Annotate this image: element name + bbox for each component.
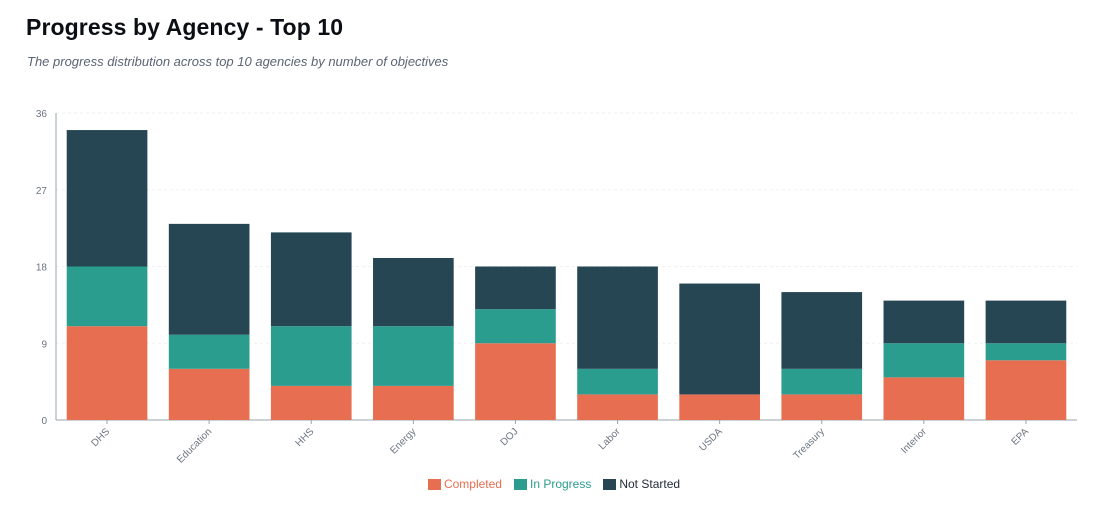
x-tick-label: Energy — [388, 426, 418, 456]
bar-segment-not-started — [373, 257, 454, 327]
bar-segment-completed — [679, 394, 760, 420]
chart-subtitle: The progress distribution across top 10 … — [27, 54, 449, 69]
x-tick-label: EPA — [1010, 426, 1032, 448]
legend-swatch-in-progress — [513, 478, 527, 490]
bar-segment-in-progress — [577, 368, 658, 395]
bar-segment-in-progress — [475, 309, 556, 344]
bar-segment-not-started — [168, 223, 250, 335]
y-tick-label: 36 — [36, 109, 48, 120]
legend-swatch-not-started — [603, 478, 617, 490]
bar-segment-not-started — [66, 130, 148, 267]
legend-label-not-started: Not Started — [619, 477, 681, 491]
chart-title: Progress by Agency - Top 10 — [26, 14, 344, 40]
bar-segment-completed — [781, 394, 863, 420]
bar-segment-completed — [475, 343, 556, 420]
bar-segment-in-progress — [883, 343, 965, 378]
x-tick-label: Labor — [597, 426, 623, 452]
bar-segment-completed — [66, 326, 148, 420]
x-tick-label: DOJ — [499, 426, 521, 448]
x-tick-label: Education — [175, 426, 214, 465]
bar-segment-not-started — [883, 300, 965, 344]
legend-label-in-progress: In Progress — [529, 477, 592, 491]
bar-segment-not-started — [679, 283, 760, 395]
legend-item-not-started[interactable]: Not Started — [603, 477, 680, 491]
chart-legend: Completed In Progress Not Started — [0, 477, 1108, 491]
bar-segment-in-progress — [373, 326, 454, 386]
legend-swatch-completed — [427, 478, 441, 490]
bar-segment-in-progress — [270, 326, 352, 386]
bar-segment-in-progress — [781, 368, 863, 395]
bar-segment-not-started — [577, 266, 658, 369]
bar-segment-not-started — [781, 292, 863, 369]
bar-segment-completed — [373, 385, 454, 420]
legend-item-in-progress[interactable]: In Progress — [513, 477, 592, 491]
bar-segment-completed — [577, 394, 658, 420]
legend-label-completed: Completed — [443, 477, 502, 491]
y-tick-label: 9 — [41, 339, 47, 350]
x-tick-label: Interior — [899, 426, 929, 456]
y-tick-label: 27 — [36, 186, 48, 197]
bar-segment-in-progress — [985, 343, 1067, 361]
y-tick-label: 18 — [36, 263, 48, 274]
bar-segment-not-started — [985, 300, 1067, 344]
x-tick-label: HHS — [294, 426, 317, 449]
y-tick-label: 0 — [41, 416, 47, 427]
x-tick-label: USDA — [697, 426, 725, 454]
bar-segment-not-started — [475, 266, 556, 310]
x-tick-label: Treasury — [791, 426, 826, 461]
x-tick-label: DHS — [89, 426, 112, 449]
legend-item-completed[interactable]: Completed — [427, 477, 502, 491]
bar-segment-completed — [985, 360, 1067, 420]
bar-segment-completed — [883, 377, 965, 420]
bar-segment-completed — [168, 368, 250, 420]
bar-segment-completed — [270, 385, 352, 420]
bar-segment-not-started — [270, 232, 352, 327]
bar-segment-in-progress — [168, 334, 250, 369]
bar-segment-in-progress — [66, 266, 148, 327]
